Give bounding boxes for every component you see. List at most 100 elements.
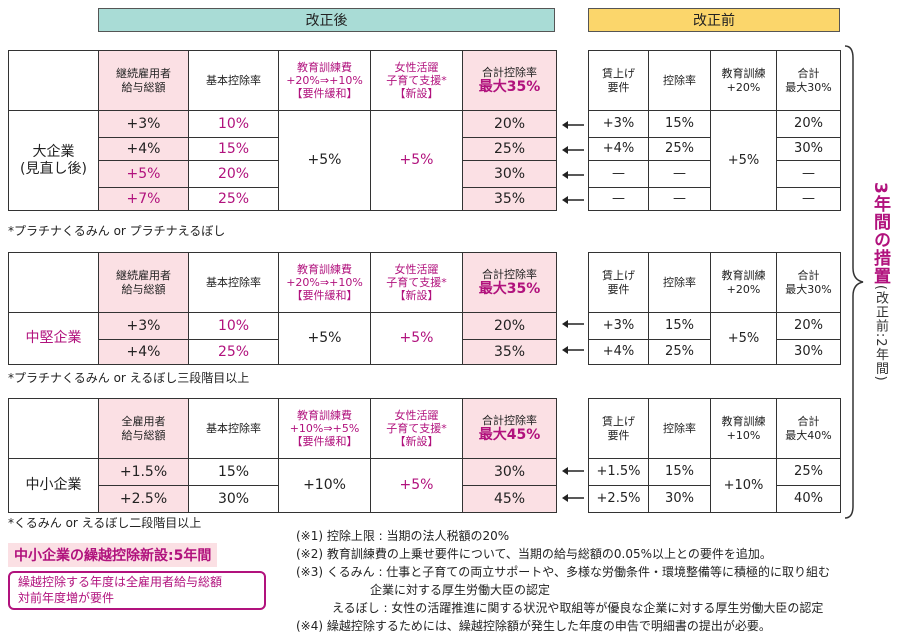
total-cell: 35%	[462, 187, 557, 211]
col-wage: 賃上げ 要件	[588, 398, 649, 459]
col-women: 女性活躍 子育て支援* 【新設】	[370, 252, 463, 313]
wage-cell: —	[588, 187, 649, 211]
mid-after-table: 継続雇用者 給与総額 基本控除率 教育訓練費 +20%⇒+10% 【要件緩和】 …	[8, 252, 557, 365]
wage-cell: —	[588, 160, 649, 188]
edu-value: +5%	[278, 312, 371, 365]
col-women: 女性活躍 子育て支援* 【新設】	[370, 50, 463, 111]
wage-cell: +1.5%	[588, 458, 649, 486]
header-before-label: 改正前	[693, 13, 735, 29]
note-1: (※1) 控除上限 : 当期の法人税額の20%	[296, 529, 510, 543]
large-after-table: 継続雇用者 給与総額 基本控除率 教育訓練費 +20%⇒+10% 【要件緩和】 …	[8, 50, 557, 211]
row-label-small: 中小企業	[8, 458, 99, 513]
total-before-cell: —	[776, 160, 841, 188]
total-cell: 30%	[462, 160, 557, 188]
total-before-cell: 20%	[776, 110, 841, 138]
left-arrow-icon	[562, 144, 584, 156]
footnote-large: *プラチナくるみん or プラチナえるぼし	[8, 224, 226, 238]
col-wage: 賃上げ 要件	[588, 50, 649, 111]
col-salary: 継続雇用者 給与総額	[98, 252, 189, 313]
base-cell: 10%	[188, 110, 279, 138]
left-arrow-icon	[562, 194, 584, 206]
salary-cell: +4%	[98, 137, 189, 161]
col-base: 基本控除率	[188, 398, 279, 459]
col-total-label: 合計控除率	[482, 413, 537, 427]
total-before-cell: 25%	[776, 458, 841, 486]
rate-cell: 15%	[648, 312, 711, 340]
col-edu-before: 教育訓練 +20%	[710, 252, 777, 313]
col-base: 基本控除率	[188, 252, 279, 313]
col-total: 合計控除率 最大45%	[462, 398, 557, 459]
wage-cell: +4%	[588, 339, 649, 365]
edu-value: +10%	[278, 458, 371, 513]
left-arrow-icon	[562, 492, 584, 504]
footnote-mid: *プラチナくるみん or えるぼし三段階目以上	[8, 371, 250, 385]
col-edu-before: 教育訓練 +20%	[710, 50, 777, 111]
col-edu-before: 教育訓練 +10%	[710, 398, 777, 459]
salary-cell: +4%	[98, 339, 189, 365]
wage-cell: +4%	[588, 137, 649, 161]
three-year-measure-label: 3年間の措置(改正前:2年間)	[868, 182, 893, 382]
col-edu: 教育訓練費 +20%⇒+10% 【要件緩和】	[278, 50, 371, 111]
left-arrow-icon	[562, 169, 584, 181]
col-total-max: 最大35%	[478, 280, 541, 297]
women-value: +5%	[370, 458, 463, 513]
col-total: 合計控除率 最大35%	[462, 252, 557, 313]
edu-value: +5%	[278, 110, 371, 211]
base-cell: 15%	[188, 137, 279, 161]
rate-cell: 25%	[648, 339, 711, 365]
col-salary: 継続雇用者 給与総額	[98, 50, 189, 111]
col-total-label: 合計控除率	[482, 65, 537, 79]
small-after-table: 全雇用者 給与総額 基本控除率 教育訓練費 +10%⇒+5% 【要件緩和】 女性…	[8, 398, 557, 513]
total-before-cell: 40%	[776, 485, 841, 513]
base-cell: 15%	[188, 458, 279, 486]
wage-cell: +2.5%	[588, 485, 649, 513]
note-4: (※4) 繰越控除するためには、繰越控除額が発生した年度の申告で明細書の提出が必…	[296, 619, 771, 633]
header-after: 改正後	[98, 8, 555, 32]
total-before-cell: 20%	[776, 312, 841, 340]
col-rate: 控除率	[648, 50, 711, 111]
rate-cell: 30%	[648, 485, 711, 513]
col-rate: 控除率	[648, 398, 711, 459]
wage-cell: +3%	[588, 312, 649, 340]
large-before-table: 賃上げ 要件 控除率 教育訓練 +20% 合計 最大30% +3% 15% +5…	[588, 50, 841, 211]
col-wage: 賃上げ 要件	[588, 252, 649, 313]
total-cell: 30%	[462, 458, 557, 486]
three-year-main: 3年間の措置	[870, 182, 890, 285]
salary-cell: +2.5%	[98, 485, 189, 513]
mid-before-table: 賃上げ 要件 控除率 教育訓練 +20% 合計 最大30% +3% 15% +5…	[588, 252, 841, 365]
header-before: 改正前	[588, 8, 840, 32]
salary-cell: +3%	[98, 312, 189, 340]
col-total: 合計控除率 最大35%	[462, 50, 557, 111]
col-total-max: 最大35%	[478, 78, 541, 95]
total-cell: 45%	[462, 485, 557, 513]
base-cell: 30%	[188, 485, 279, 513]
notes-block: (※1) 控除上限 : 当期の法人税額の20% (※2) 教育訓練費の上乗せ要件…	[296, 527, 830, 635]
total-cell: 35%	[462, 339, 557, 365]
three-year-sub: (改正前:2年間)	[873, 284, 888, 382]
total-before-cell: 30%	[776, 339, 841, 365]
salary-cell: +3%	[98, 110, 189, 138]
note-3b: 企業に対する厚生労働大臣の認定	[370, 583, 551, 597]
total-cell: 20%	[462, 312, 557, 340]
left-arrow-icon	[562, 465, 584, 477]
col-edu: 教育訓練費 +10%⇒+5% 【要件緩和】	[278, 398, 371, 459]
women-value: +5%	[370, 110, 463, 211]
salary-cell: +5%	[98, 160, 189, 188]
col-women: 女性活躍 子育て支援* 【新設】	[370, 398, 463, 459]
small-before-table: 賃上げ 要件 控除率 教育訓練 +10% 合計 最大40% +1.5% 15% …	[588, 398, 841, 513]
carryover-section: 中小企業の繰越控除新設:5年間 繰越控除する年度は全雇用者給与総額 対前年度増が…	[8, 543, 274, 611]
carryover-box: 繰越控除する年度は全雇用者給与総額 対前年度増が要件	[8, 571, 266, 611]
col-rate: 控除率	[648, 252, 711, 313]
wage-cell: +3%	[588, 110, 649, 138]
rate-cell: 25%	[648, 137, 711, 161]
salary-cell: +1.5%	[98, 458, 189, 486]
women-value: +5%	[370, 312, 463, 365]
rate-cell: —	[648, 160, 711, 188]
col-total-max: 最大45%	[478, 426, 541, 443]
row-label-mid: 中堅企業	[8, 312, 99, 365]
col-total-before: 合計 最大40%	[776, 398, 841, 459]
curly-bracket-icon	[843, 44, 865, 524]
rate-cell: 15%	[648, 110, 711, 138]
col-total-before: 合計 最大30%	[776, 252, 841, 313]
header-after-label: 改正後	[305, 13, 348, 29]
